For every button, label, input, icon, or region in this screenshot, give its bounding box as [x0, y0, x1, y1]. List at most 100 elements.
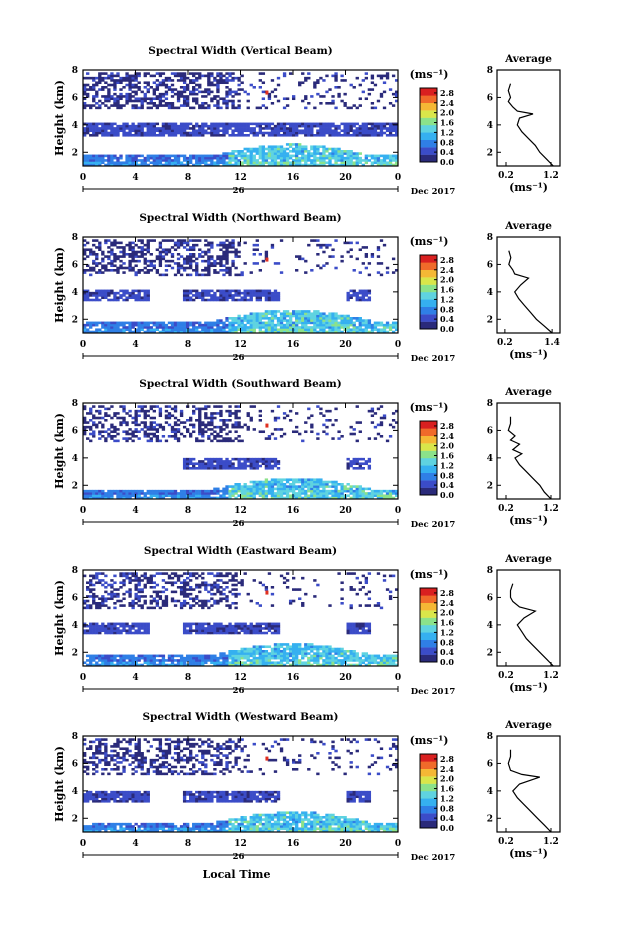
heatmap-cell — [298, 312, 302, 316]
heatmap-cell — [343, 319, 347, 322]
heatmap-cell — [204, 106, 208, 110]
heatmap-cell — [107, 661, 111, 665]
heatmap-cell — [210, 159, 214, 162]
heatmap-cell — [249, 152, 253, 155]
heatmap-cell — [113, 631, 117, 635]
heatmap-cell — [116, 428, 120, 431]
heatmap-cell — [110, 330, 114, 334]
heatmap-cell — [137, 88, 141, 91]
heatmap-cell — [137, 581, 141, 585]
heatmap-cell — [83, 88, 87, 91]
heatmap-cell — [216, 330, 220, 334]
heatmap-cell — [167, 239, 172, 242]
heatmap-cell — [86, 154, 90, 158]
heatmap-cell — [182, 97, 187, 101]
heatmap-cell — [164, 104, 169, 107]
heatmap-cell — [379, 95, 384, 98]
heatmap-cell — [316, 319, 320, 322]
heatmap-cell — [131, 79, 135, 82]
heatmap-cell — [231, 241, 235, 245]
heatmap-cell — [155, 154, 160, 158]
heatmap-cell — [173, 330, 178, 334]
heatmap-cell — [222, 421, 226, 424]
heatmap-cell — [98, 416, 102, 420]
heatmap-cell — [195, 124, 199, 128]
heatmap-cell — [340, 323, 344, 327]
heatmap-cell — [134, 83, 138, 87]
heatmap-cell — [113, 330, 117, 334]
heatmap-cell — [137, 597, 141, 601]
heatmap-cell — [164, 494, 169, 498]
heatmap-cell — [170, 95, 175, 98]
heatmap-cell — [316, 492, 320, 495]
heatmap-cell — [328, 159, 332, 162]
heatmap-cell — [373, 83, 378, 87]
heatmap-cell — [364, 159, 369, 162]
heatmap-cell — [264, 462, 269, 466]
heatmap-cell — [86, 586, 90, 589]
heatmap-cell — [358, 104, 362, 107]
heatmap-cell — [125, 163, 129, 167]
heatmap-cell — [219, 156, 223, 160]
heatmap-cell — [185, 289, 190, 293]
heatmap-cell — [207, 467, 211, 470]
heatmap-cell — [243, 314, 247, 318]
heatmap-cell — [261, 289, 266, 293]
heatmap-cell — [152, 597, 156, 601]
heatmap-cell — [355, 485, 359, 488]
heatmap-cell — [189, 79, 193, 82]
panel-title: Spectral Width (Northward Beam) — [139, 212, 341, 224]
colorbar-tick-label: 0.4 — [440, 147, 454, 157]
heatmap-cell — [358, 328, 362, 332]
heatmap-cell — [167, 134, 172, 137]
heatmap-cell — [110, 624, 114, 628]
heatmap-cell — [110, 163, 114, 167]
heatmap-cell — [301, 321, 305, 325]
heatmap-cell — [198, 273, 202, 277]
heatmap-cell — [249, 328, 253, 332]
heatmap-cell — [113, 239, 117, 242]
heatmap-cell — [140, 90, 144, 94]
heatmap-cell — [240, 122, 244, 126]
heatmap-cell — [331, 129, 335, 133]
heatmap-cell — [119, 405, 123, 408]
heatmap-cell — [146, 627, 150, 630]
heatmap-cell — [237, 439, 241, 443]
heatmap-cell — [379, 74, 384, 78]
heatmap-cell — [249, 496, 253, 500]
heatmap-cell — [319, 478, 323, 482]
heatmap-cell — [267, 321, 272, 325]
heatmap-cell — [86, 631, 90, 635]
heatmap-cell — [219, 243, 223, 247]
heatmap-cell — [252, 428, 256, 431]
heatmap-cell — [394, 124, 399, 128]
heatmap-cell — [267, 483, 272, 486]
heatmap-cell — [158, 409, 163, 413]
heatmap-cell — [322, 129, 326, 133]
heatmap-cell — [334, 407, 338, 411]
heatmap-cell — [313, 489, 317, 493]
heatmap-cell — [210, 460, 214, 463]
heatmap-cell — [204, 425, 208, 429]
heatmap-cell — [337, 147, 341, 151]
heatmap-cell — [207, 154, 211, 158]
heatmap-cell — [352, 122, 356, 126]
heatmap-cell — [382, 106, 387, 110]
heatmap-cell — [361, 124, 365, 128]
heatmap-cell — [316, 156, 320, 160]
heatmap-cell — [379, 405, 384, 408]
heatmap-cell — [237, 163, 241, 167]
heatmap-cell — [379, 76, 384, 80]
heatmap-cell — [83, 106, 87, 110]
heatmap-cell — [83, 330, 87, 334]
heatmap-cell — [316, 152, 320, 155]
heatmap-cell — [328, 489, 332, 493]
heatmap-cell — [89, 419, 93, 422]
heatmap-cell — [282, 487, 287, 491]
heatmap-cell — [98, 99, 102, 103]
heatmap-cell — [225, 122, 229, 126]
heatmap-cell — [361, 159, 365, 162]
heatmap-cell — [285, 134, 290, 137]
heatmap-cell — [182, 435, 187, 438]
heatmap-cell — [110, 241, 114, 245]
